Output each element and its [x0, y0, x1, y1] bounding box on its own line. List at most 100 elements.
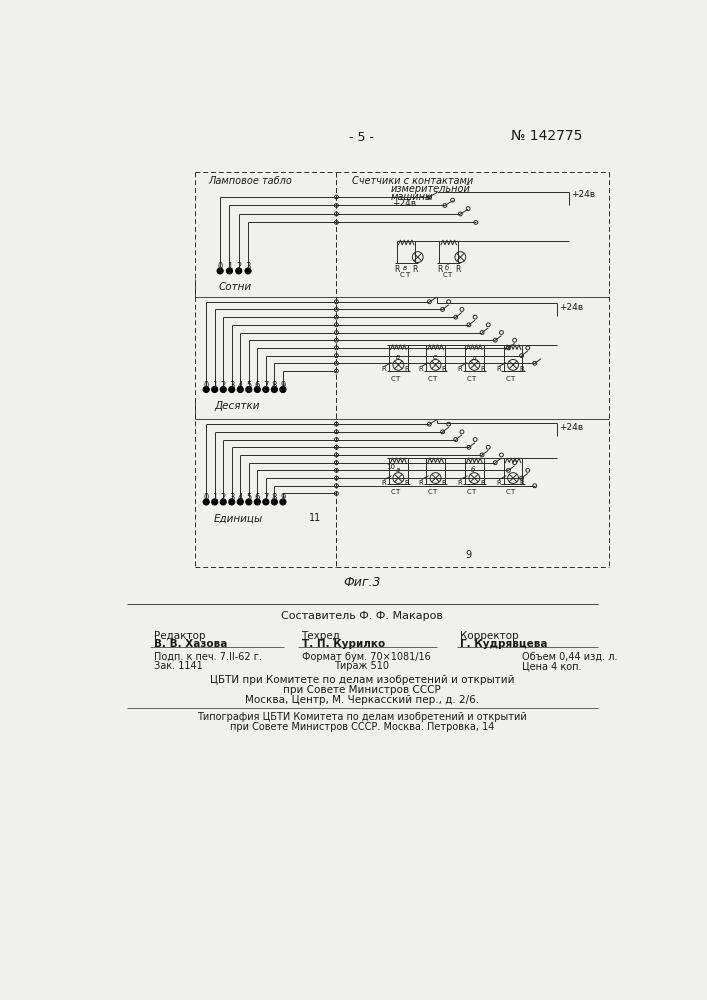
Text: С: С [400, 272, 404, 278]
Circle shape [526, 346, 530, 350]
Text: 2: 2 [236, 262, 241, 271]
Text: R: R [442, 366, 447, 372]
Text: С: С [391, 489, 395, 495]
Circle shape [412, 252, 423, 262]
Text: R: R [395, 265, 400, 274]
Text: при Совете Министров СССР. Москва. Петровка, 14: при Совете Министров СССР. Москва. Петро… [230, 722, 494, 732]
Text: R: R [519, 366, 524, 372]
Text: R: R [481, 480, 485, 486]
Text: R: R [457, 480, 462, 486]
Text: Техред: Техред [301, 631, 340, 641]
Circle shape [228, 386, 235, 393]
Text: Десятки: Десятки [214, 401, 259, 411]
Circle shape [454, 315, 457, 319]
Text: Т: Т [433, 489, 437, 495]
Circle shape [334, 422, 339, 426]
Text: Т: Т [433, 376, 437, 382]
Circle shape [246, 386, 252, 393]
Text: R: R [381, 366, 386, 372]
Circle shape [455, 252, 466, 262]
Text: Т: Т [395, 376, 399, 382]
Text: б: б [445, 265, 449, 271]
Circle shape [271, 386, 277, 393]
Text: 11: 11 [309, 513, 322, 523]
Circle shape [334, 323, 339, 327]
Circle shape [334, 307, 339, 311]
Circle shape [255, 499, 260, 505]
Circle shape [467, 323, 471, 327]
Circle shape [334, 315, 339, 319]
Text: Зак. 1141: Зак. 1141 [154, 661, 203, 671]
Text: 3: 3 [229, 381, 235, 390]
Text: R: R [419, 480, 423, 486]
Circle shape [508, 359, 518, 370]
Text: 10: 10 [386, 464, 395, 470]
Text: Ламповое табло: Ламповое табло [209, 176, 293, 186]
Text: С: С [443, 272, 448, 278]
Circle shape [500, 453, 503, 457]
Circle shape [334, 468, 339, 472]
Circle shape [513, 338, 517, 342]
Text: е: е [433, 354, 437, 360]
Text: R: R [419, 366, 423, 372]
Text: +24в: +24в [559, 303, 584, 312]
Circle shape [255, 386, 260, 393]
Circle shape [334, 453, 339, 457]
Text: С: С [467, 376, 472, 382]
Text: +24в: +24в [559, 423, 584, 432]
Text: С: С [428, 489, 433, 495]
Circle shape [334, 430, 339, 434]
Circle shape [334, 300, 339, 304]
Circle shape [334, 484, 339, 488]
Circle shape [211, 499, 218, 505]
Circle shape [460, 430, 464, 434]
Circle shape [334, 346, 339, 350]
Text: 6: 6 [255, 493, 260, 502]
Text: Подп. к печ. 7.II-62 г.: Подп. к печ. 7.II-62 г. [154, 652, 262, 662]
Text: б: б [472, 467, 476, 473]
Circle shape [280, 499, 286, 505]
Circle shape [430, 473, 441, 483]
Text: 7: 7 [263, 493, 269, 502]
Circle shape [454, 438, 457, 441]
Circle shape [440, 430, 445, 434]
Text: Т: Т [472, 489, 476, 495]
Circle shape [480, 453, 484, 457]
Circle shape [334, 354, 339, 358]
Text: С: С [506, 376, 510, 382]
Circle shape [334, 220, 339, 224]
Text: +24в: +24в [571, 190, 595, 199]
Text: Единицы: Единицы [214, 513, 263, 523]
Text: 1: 1 [212, 381, 217, 390]
Text: Т. П. Курилко: Т. П. Курилко [301, 639, 385, 649]
Circle shape [334, 204, 339, 207]
Text: 5: 5 [246, 381, 252, 390]
Text: при Совете Министров СССР: при Совете Министров СССР [283, 685, 441, 695]
Text: R: R [481, 366, 485, 372]
Text: Формат бум. 70×1081/16: Формат бум. 70×1081/16 [301, 652, 431, 662]
Circle shape [480, 331, 484, 334]
Circle shape [533, 361, 537, 365]
Circle shape [469, 473, 480, 483]
Text: 1: 1 [212, 493, 217, 502]
Circle shape [263, 499, 269, 505]
Text: Т: Т [395, 489, 399, 495]
Text: 4: 4 [238, 381, 243, 390]
Circle shape [428, 422, 431, 426]
Text: 9: 9 [280, 493, 286, 502]
Circle shape [334, 338, 339, 342]
Circle shape [246, 499, 252, 505]
Circle shape [533, 484, 537, 488]
Circle shape [466, 207, 470, 210]
Text: Тираж 510: Тираж 510 [334, 661, 390, 671]
Text: № 142775: № 142775 [510, 129, 582, 143]
Text: +24в: +24в [392, 199, 416, 208]
Circle shape [334, 438, 339, 441]
Text: 2: 2 [221, 493, 226, 502]
Text: в: в [395, 354, 399, 360]
Circle shape [428, 300, 431, 304]
Circle shape [458, 212, 462, 216]
Circle shape [393, 359, 404, 370]
Text: Г. Кудрявцева: Г. Кудрявцева [460, 639, 548, 649]
Text: Т: Т [404, 272, 409, 278]
